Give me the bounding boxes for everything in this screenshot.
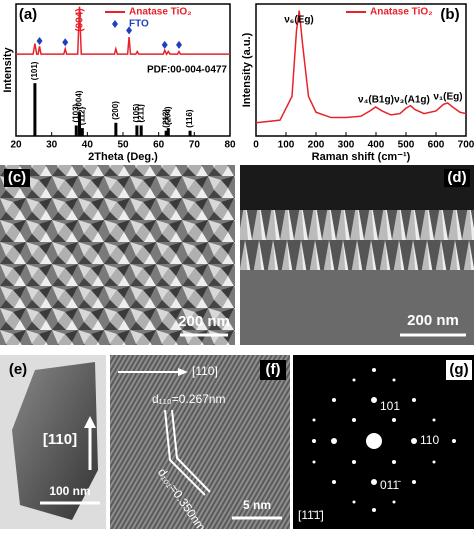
y-axis-label: Intensity (a.u.): [241, 32, 253, 107]
x-tick-label: 30: [46, 140, 58, 151]
scale-label: 200 nm: [407, 312, 459, 329]
x-tick-label: 80: [224, 140, 236, 151]
legend-swatch: [112, 20, 118, 28]
annotation: ν₃(A1g): [394, 95, 430, 106]
reference-bar: [74, 125, 78, 136]
annotation: ν₆(Eg): [284, 15, 314, 26]
reference-bar-label: (204): [163, 106, 172, 125]
reference-bar-label: (211): [136, 104, 145, 123]
x-tick-label: 200: [308, 140, 325, 151]
crystal-layer: [240, 210, 474, 270]
reference-bar: [188, 130, 192, 136]
panel-label: (c): [8, 169, 26, 186]
scatter-point: [36, 36, 43, 45]
x-tick-label: 60: [153, 140, 165, 151]
panel-label: (f): [266, 361, 281, 378]
panel-label: (e): [9, 361, 27, 378]
reference-bar: [166, 128, 170, 136]
reference-bar: [135, 125, 139, 136]
spot-label: 110: [420, 433, 439, 447]
series-line: [16, 6, 230, 56]
saed-image: [293, 355, 474, 529]
label-box: [444, 169, 470, 187]
label-box: [446, 360, 472, 380]
hrtem-image: [110, 355, 290, 529]
panel-label: (a): [19, 6, 37, 23]
spot-label: 101: [380, 399, 400, 413]
direction-label: [110]: [43, 431, 77, 448]
panel-label: (g): [449, 361, 468, 378]
series-line: [255, 10, 467, 124]
scatter-point: [161, 40, 168, 49]
panel-label: (b): [440, 6, 459, 23]
legend-label: FTO: [129, 19, 149, 30]
spot-label: 011̄: [380, 478, 401, 492]
scatter-point: [62, 38, 69, 47]
panel-label: (d): [447, 169, 466, 186]
annotation: ν₁(Eg): [433, 92, 462, 103]
reference-bar: [80, 128, 84, 136]
reference-bar: [33, 83, 37, 136]
reference-bar: [77, 112, 81, 136]
scatter-point: [126, 26, 133, 35]
reference-label: PDF:00-004-0477: [147, 65, 227, 76]
y-axis-label: Intensity: [2, 47, 14, 93]
reference-bar-label: (103): [71, 103, 80, 122]
lattice-marker: [164, 409, 211, 496]
plot-frame: [255, 3, 467, 137]
x-tick-label: 600: [428, 140, 445, 151]
annotation: ν₄(B1g): [358, 95, 394, 106]
reference-bar: [139, 125, 143, 136]
x-tick-label: 300: [338, 140, 355, 151]
reference-bar-label: (116): [185, 109, 194, 128]
x-tick-label: 700: [458, 140, 474, 151]
direction-label: [110]: [192, 364, 218, 378]
diffraction-spots: [312, 368, 456, 512]
arrow-head: [84, 416, 96, 428]
legend-label: Anatase TiO₂: [129, 7, 192, 18]
legend-label: Anatase TiO₂: [370, 7, 433, 18]
x-tick-label: 500: [398, 140, 415, 151]
annotation: d₁₁₀=0.267nm: [152, 392, 225, 406]
x-axis-label: Raman shift (cm⁻¹): [312, 151, 411, 163]
zone-axis: [11̄1̄]: [298, 508, 324, 522]
sem-image: [0, 165, 235, 345]
x-tick-label: 70: [189, 140, 201, 151]
scatter-point: [175, 40, 182, 49]
label-box: [4, 169, 30, 187]
reference-bar-label: (105): [132, 103, 141, 122]
reference-bar-label: (112): [77, 107, 86, 126]
scale-label: 5 nm: [243, 498, 271, 512]
x-axis-label: 2Theta (Deg.): [88, 151, 158, 163]
x-tick-label: 100: [278, 140, 295, 151]
scale-label: 200 nm: [178, 313, 230, 330]
x-tick-label: 20: [10, 140, 22, 151]
x-tick-label: 0: [253, 140, 259, 151]
annotation: (004): [75, 8, 86, 31]
scale-label: 100 nm: [49, 484, 90, 498]
reference-bar-label: (200): [111, 101, 120, 120]
reference-bar: [164, 130, 168, 136]
reference-bar: [114, 122, 118, 136]
arrow-head: [178, 368, 188, 376]
reference-bar-label: (213): [161, 109, 170, 128]
crystal: [12, 362, 98, 520]
label-box: [260, 360, 286, 380]
x-tick-label: 400: [368, 140, 385, 151]
x-tick-label: 40: [82, 140, 94, 151]
x-tick-label: 50: [117, 140, 129, 151]
reference-bar-label: (101): [30, 61, 39, 80]
substrate: [240, 270, 474, 345]
reference-bar-label: (004): [75, 90, 84, 109]
